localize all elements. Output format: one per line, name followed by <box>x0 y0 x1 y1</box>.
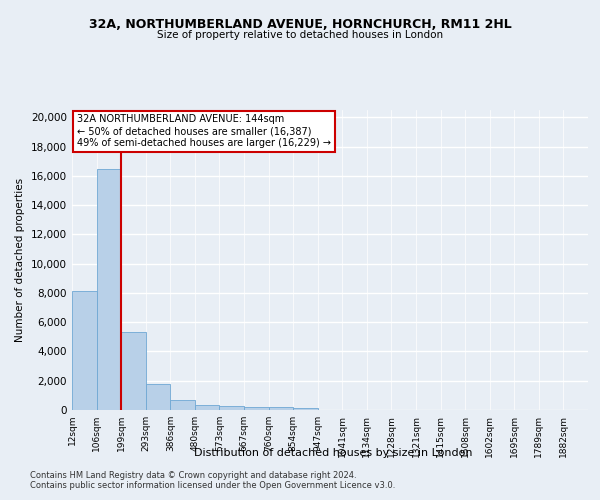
Bar <box>72 292 97 410</box>
Y-axis label: Number of detached properties: Number of detached properties <box>16 178 25 342</box>
Bar <box>244 407 269 410</box>
Text: Contains HM Land Registry data © Crown copyright and database right 2024.: Contains HM Land Registry data © Crown c… <box>30 471 356 480</box>
Bar <box>293 408 318 410</box>
Bar <box>121 332 146 410</box>
Bar <box>195 405 220 410</box>
Text: Contains public sector information licensed under the Open Government Licence v3: Contains public sector information licen… <box>30 481 395 490</box>
Text: Distribution of detached houses by size in London: Distribution of detached houses by size … <box>194 448 472 458</box>
Text: Size of property relative to detached houses in London: Size of property relative to detached ho… <box>157 30 443 40</box>
Bar <box>269 408 293 410</box>
Bar <box>146 384 170 410</box>
Bar <box>170 400 195 410</box>
Text: 32A NORTHUMBERLAND AVENUE: 144sqm
← 50% of detached houses are smaller (16,387)
: 32A NORTHUMBERLAND AVENUE: 144sqm ← 50% … <box>77 114 331 148</box>
Bar <box>220 406 244 410</box>
Text: 32A, NORTHUMBERLAND AVENUE, HORNCHURCH, RM11 2HL: 32A, NORTHUMBERLAND AVENUE, HORNCHURCH, … <box>89 18 511 30</box>
Bar <box>97 168 121 410</box>
